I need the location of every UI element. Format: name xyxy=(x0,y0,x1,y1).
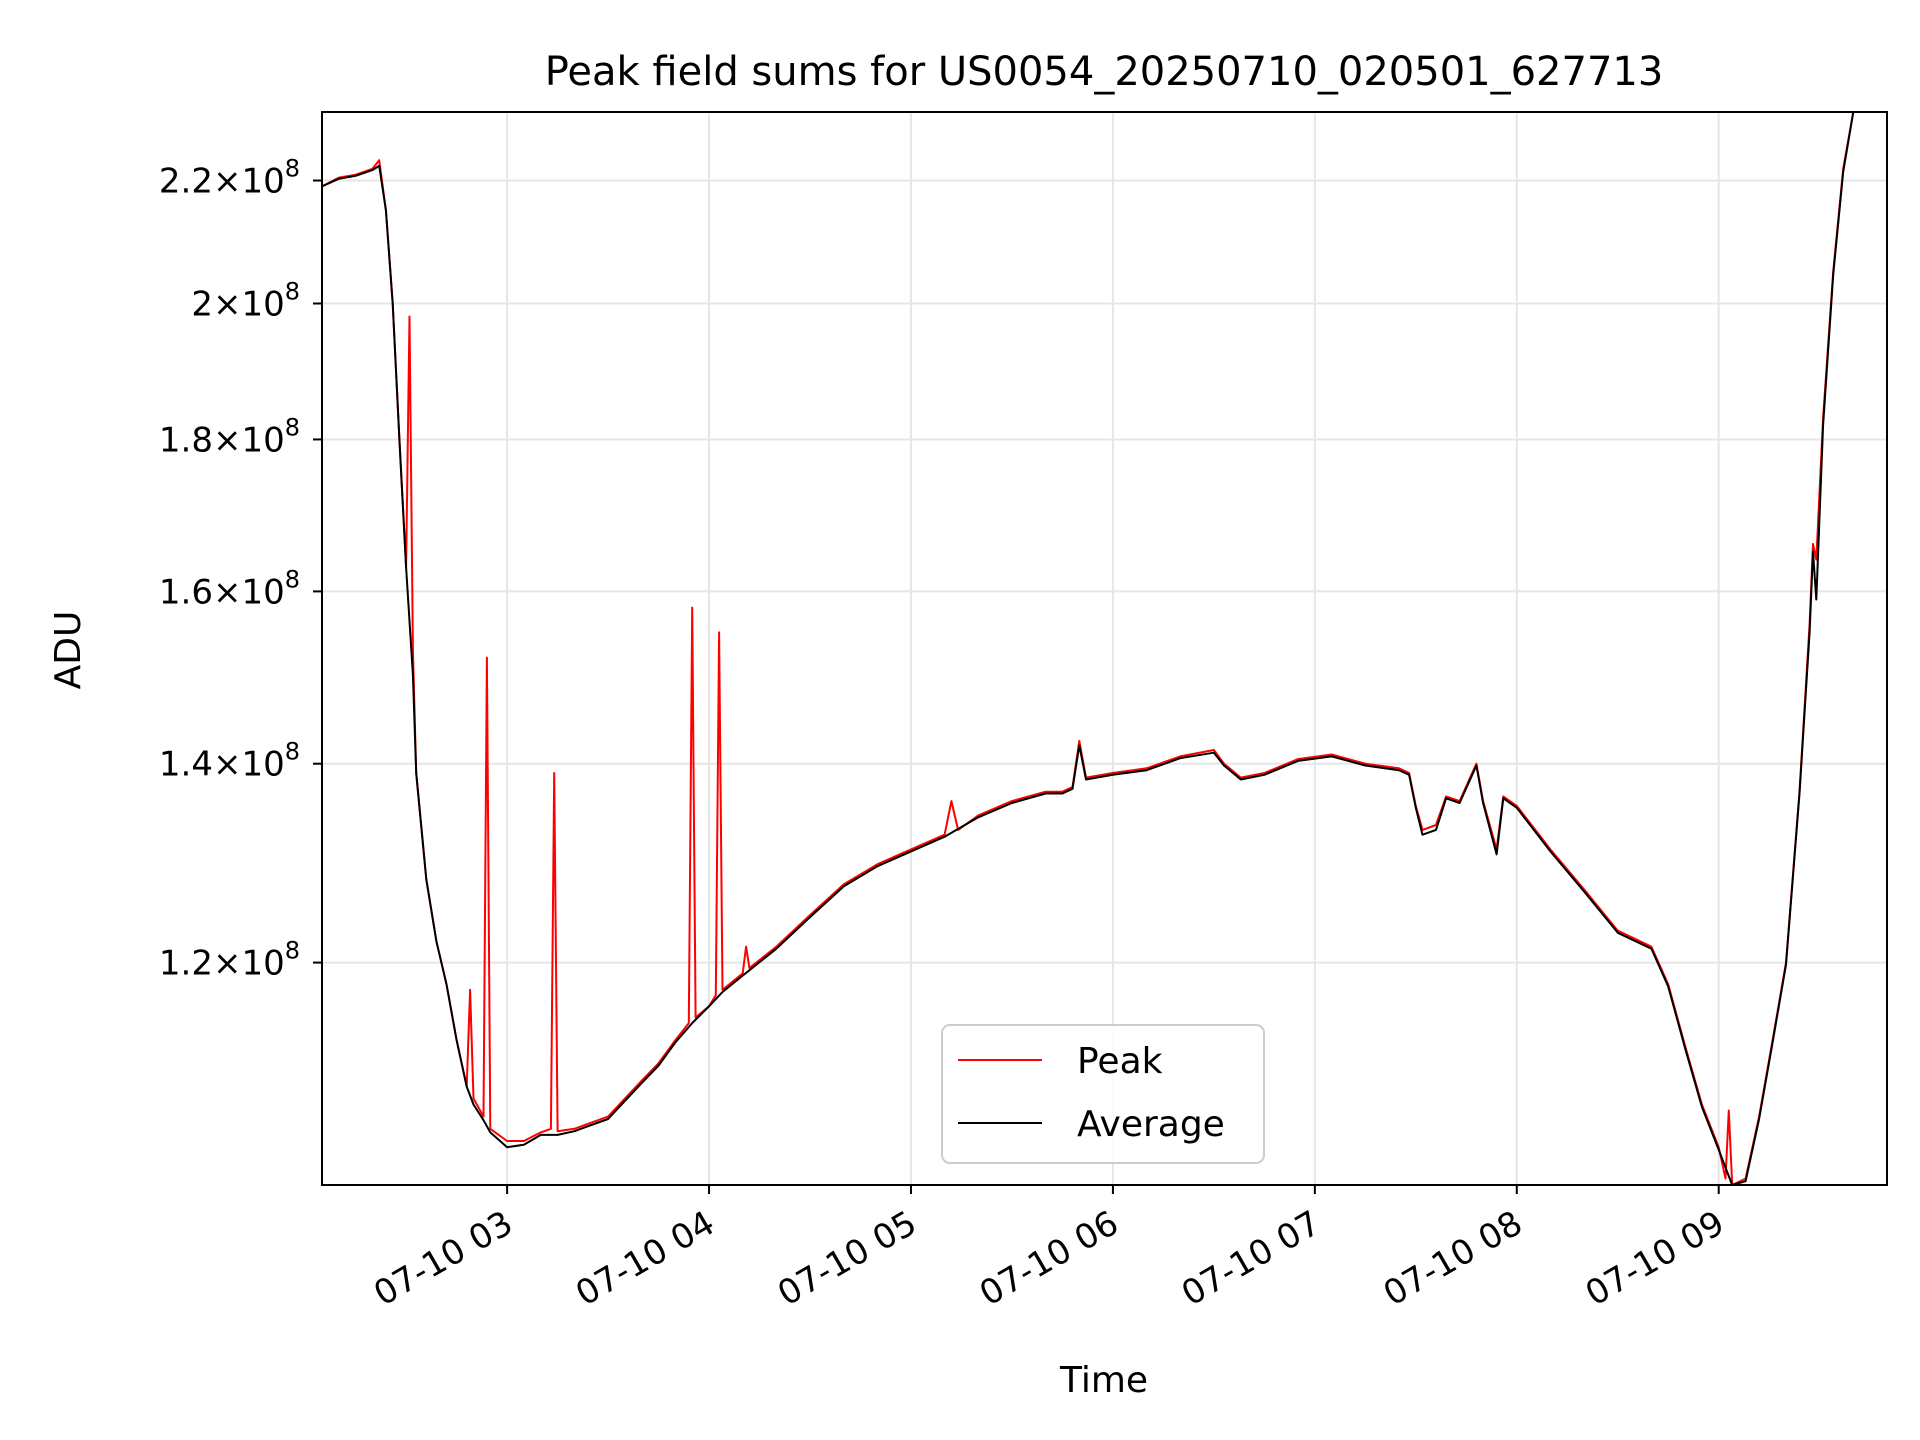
y-tick-base: 10 xyxy=(241,285,284,325)
legend-label-peak: Peak xyxy=(1077,1041,1163,1082)
y-tick-mantissa: 1.4 xyxy=(159,745,213,785)
y-tick-base: 10 xyxy=(241,162,284,202)
series-line-average xyxy=(321,111,1855,1186)
y-tick-label: 1.4×108 xyxy=(159,738,300,785)
plot-frame xyxy=(321,111,1888,1186)
y-tick-multiplier: × xyxy=(213,745,242,785)
y-tick-mantissa: 2.2 xyxy=(159,162,213,202)
y-tick-exponent: 8 xyxy=(285,155,300,183)
chart-title: Peak field sums for US0054_20250710_0205… xyxy=(545,49,1664,95)
y-tick-exponent: 8 xyxy=(285,278,300,306)
y-tick-label: 2×108 xyxy=(191,278,300,325)
grid-lines xyxy=(322,112,1887,1185)
y-tick-multiplier: × xyxy=(213,285,242,325)
y-tick-exponent: 8 xyxy=(285,413,300,441)
y-tick-label: 1.2×108 xyxy=(159,937,300,984)
y-tick-base: 10 xyxy=(241,420,284,460)
y-tick-base: 10 xyxy=(241,944,284,984)
y-tick-base: 10 xyxy=(241,572,284,612)
x-axis-label: Time xyxy=(1059,1360,1148,1401)
legend-label-average: Average xyxy=(1077,1104,1225,1145)
y-tick-label: 1.6×108 xyxy=(159,565,300,612)
y-tick-multiplier: × xyxy=(213,944,242,984)
legend: Peak Average xyxy=(941,1024,1265,1164)
y-tick-label: 1.8×108 xyxy=(159,413,300,460)
plot-series xyxy=(321,111,1855,1186)
y-tick-multiplier: × xyxy=(213,162,242,202)
y-tick-exponent: 8 xyxy=(285,565,300,593)
y-tick-mantissa: 1.8 xyxy=(159,420,213,460)
y-axis-label: ADU xyxy=(48,611,89,690)
y-tick-multiplier: × xyxy=(213,572,242,612)
y-tick-label: 2.2×108 xyxy=(159,155,300,202)
y-tick-mantissa: 1.2 xyxy=(159,944,213,984)
y-tick-mantissa: 1.6 xyxy=(159,572,213,612)
y-tick-exponent: 8 xyxy=(285,937,300,965)
y-tick-multiplier: × xyxy=(213,420,242,460)
y-tick-mantissa: 2 xyxy=(191,285,213,325)
y-tick-exponent: 8 xyxy=(285,738,300,766)
y-tick-base: 10 xyxy=(241,745,284,785)
